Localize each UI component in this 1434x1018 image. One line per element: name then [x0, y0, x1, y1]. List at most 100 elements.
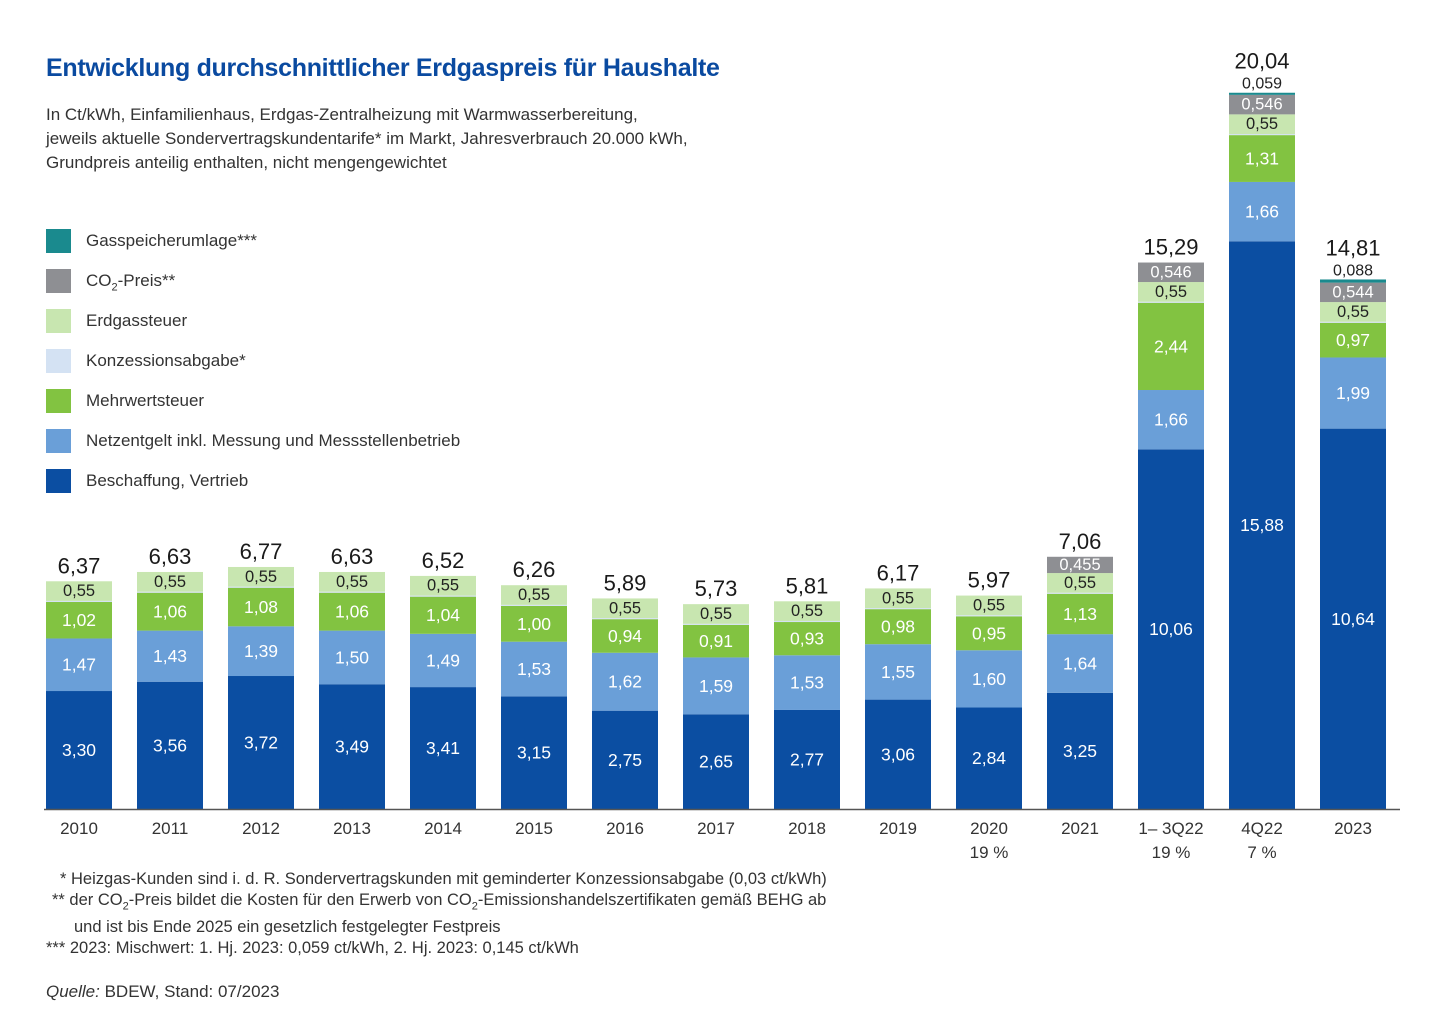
- segment-label: 0,55: [245, 568, 277, 586]
- subtitle-line: Grundpreis anteilig enthalten, nicht men…: [46, 153, 447, 172]
- bar-segment: [410, 575, 476, 596]
- subtitle-line: In Ct/kWh, Einfamilienhaus, Erdgas-Zentr…: [46, 105, 638, 124]
- bar-segment: [410, 633, 476, 688]
- legend-label: Konzessionsabgabe*: [86, 351, 246, 370]
- total-label: 7,06: [1059, 529, 1102, 554]
- bar-segment: [501, 696, 567, 809]
- segment-label: 0,55: [882, 589, 914, 607]
- segment-label: 1,62: [608, 672, 642, 692]
- bar-segment: [1320, 428, 1386, 809]
- chart-title: Entwicklung durchschnittlicher Erdgaspre…: [46, 54, 720, 82]
- category-sublabel: 19 %: [970, 843, 1009, 862]
- bar-segment: [865, 609, 931, 645]
- segment-label: 0,97: [1336, 330, 1370, 350]
- segment-label: 1,13: [1063, 604, 1097, 624]
- bar-segment: [46, 581, 112, 601]
- footnote-2-line-2: und ist bis Ende 2025 ein gesetzlich fes…: [74, 918, 501, 937]
- category-label: 2012: [242, 819, 280, 838]
- bar-segment: [1138, 262, 1204, 283]
- legend-swatch: [46, 469, 71, 493]
- segment-label: 0,55: [336, 573, 368, 591]
- bar-segment: [137, 592, 203, 631]
- bar-segment: [865, 644, 931, 700]
- bar-segment: [228, 626, 294, 677]
- bar-segment: [46, 691, 112, 809]
- segment-label: 1,39: [244, 641, 278, 661]
- bar-segment: [501, 641, 567, 697]
- bar-segment: [956, 615, 1022, 617]
- total-label: 5,81: [786, 573, 829, 598]
- bar-segment: [1229, 181, 1295, 242]
- bar-segment: [1047, 556, 1113, 574]
- segment-label: 0,55: [1155, 283, 1187, 301]
- segment-label: 3,15: [517, 743, 551, 763]
- segment-label: 0,98: [881, 617, 915, 637]
- segment-label: 1,06: [335, 602, 369, 622]
- bar-segment: [865, 699, 931, 809]
- total-label: 6,77: [240, 539, 283, 564]
- total-label: 6,17: [877, 560, 920, 585]
- total-label: 5,89: [604, 570, 647, 595]
- segment-label: 10,06: [1149, 619, 1193, 639]
- bar-segment: [1320, 279, 1386, 283]
- bar-segment: [1138, 449, 1204, 809]
- total-label: 6,52: [422, 548, 465, 573]
- category-label: 2011: [152, 819, 189, 838]
- total-label: 5,73: [695, 576, 738, 601]
- category-label: 2017: [697, 819, 735, 838]
- bar-segment: [410, 596, 476, 634]
- bar-segment: [501, 604, 567, 606]
- bar-segment: [774, 620, 840, 623]
- bar-segment: [592, 710, 658, 809]
- bar-segment: [501, 585, 567, 605]
- segment-label: 0,55: [609, 599, 641, 617]
- bar-segment: [1138, 282, 1204, 302]
- bar-segment: [865, 608, 931, 610]
- bar-segment: [683, 624, 749, 658]
- bar-segment: [592, 598, 658, 619]
- legend-label: Mehrwertsteuer: [86, 391, 205, 410]
- bar-segment: [1320, 357, 1386, 429]
- legend-label: Netzentgelt inkl. Messung und Messstelle…: [86, 431, 461, 450]
- category-label: 2013: [333, 819, 371, 838]
- legend-swatch: [46, 269, 71, 293]
- bar-segment: [1047, 593, 1113, 635]
- category-sublabel: 19 %: [1152, 843, 1191, 862]
- segment-label: 0,455: [1059, 556, 1100, 574]
- chart-subtitle: In Ct/kWh, Einfamilienhaus, Erdgas-Zentr…: [46, 103, 846, 175]
- segment-label: 1,99: [1336, 383, 1370, 403]
- segment-label: 0,95: [972, 623, 1006, 643]
- legend-swatch: [46, 309, 71, 333]
- bar-segment: [1229, 241, 1295, 810]
- segment-label: 1,31: [1245, 149, 1279, 169]
- bar-segment: [683, 657, 749, 715]
- bar-segment: [228, 587, 294, 627]
- bar-segment: [501, 605, 567, 642]
- segment-label: 0,55: [700, 605, 732, 623]
- segment-label: 0,088: [1333, 262, 1373, 279]
- bar-segment: [1047, 592, 1113, 594]
- total-label: 20,04: [1234, 49, 1289, 74]
- segment-label: 0,55: [973, 596, 1005, 614]
- segment-label: 0,93: [790, 629, 824, 649]
- bar-segment: [774, 709, 840, 809]
- segment-label: 0,546: [1150, 263, 1191, 281]
- bar-segment: [1320, 322, 1386, 358]
- segment-label: 3,56: [153, 735, 187, 755]
- segment-label: 1,66: [1245, 202, 1279, 222]
- bar-segment: [956, 595, 1022, 616]
- segment-label: 1,04: [426, 605, 460, 625]
- bar-segment: [774, 622, 840, 656]
- segment-label: 0,55: [1337, 303, 1369, 321]
- bar-segment: [410, 595, 476, 597]
- segment-label: 1,02: [62, 610, 96, 630]
- total-label: 14,81: [1325, 235, 1380, 260]
- segment-label: 1,59: [699, 676, 733, 696]
- bar-segment: [1320, 321, 1386, 323]
- legend-label: Gasspeicherumlage***: [86, 231, 258, 250]
- segment-label: 2,77: [790, 749, 824, 769]
- category-label: 2018: [788, 819, 826, 838]
- category-label: 4Q22: [1241, 819, 1283, 838]
- bar-segment: [956, 650, 1022, 708]
